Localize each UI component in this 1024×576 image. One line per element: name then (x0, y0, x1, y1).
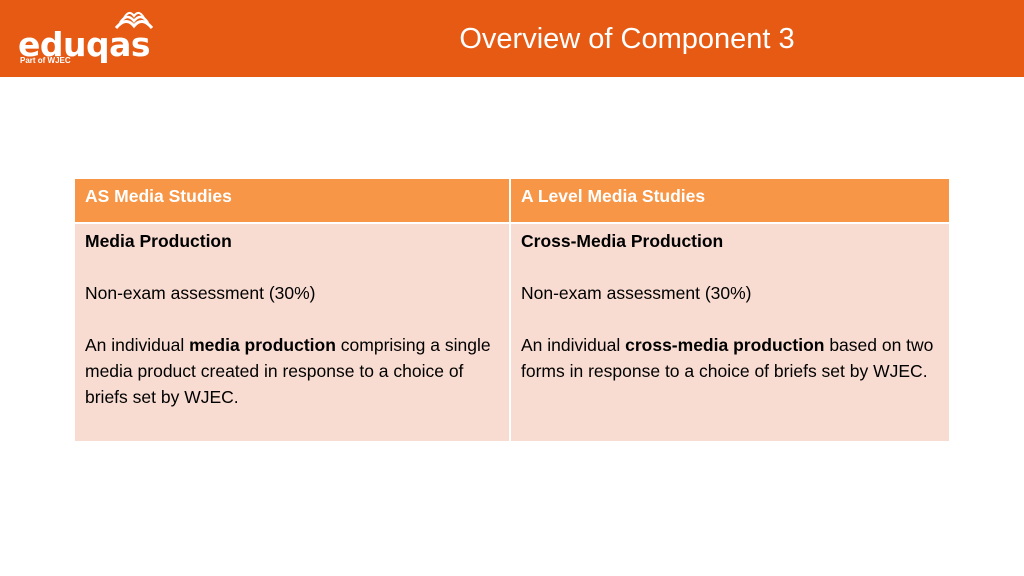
header-bar: eduqas Part of WJEC Overview of Componen… (0, 0, 1024, 77)
eduqas-logo[interactable]: eduqas Part of WJEC (18, 8, 168, 68)
description-highlight: cross-media production (625, 335, 825, 355)
book-icon (114, 8, 154, 37)
body-cell-as: Media Production Non-exam assessment (30… (75, 224, 511, 441)
body-cell-a-level: Cross-Media Production Non-exam assessme… (511, 224, 949, 441)
component-name: Media Production (85, 231, 232, 251)
description-highlight: media production (189, 335, 336, 355)
header-cell-as: AS Media Studies (75, 179, 511, 224)
page-title: Overview of Component 3 (459, 23, 795, 55)
component-table: AS Media Studies A Level Media Studies M… (75, 179, 949, 441)
assessment-text: Non-exam assessment (30%) (85, 283, 316, 303)
description-text: An individual media production comprisin… (85, 335, 491, 407)
component-name: Cross-Media Production (521, 231, 724, 251)
logo-tagline: Part of WJEC (20, 56, 71, 65)
assessment-text: Non-exam assessment (30%) (521, 283, 752, 303)
header-cell-a-level: A Level Media Studies (511, 179, 949, 224)
logo-wordmark: eduqas (18, 25, 151, 64)
description-text: An individual cross-media production bas… (521, 335, 934, 381)
